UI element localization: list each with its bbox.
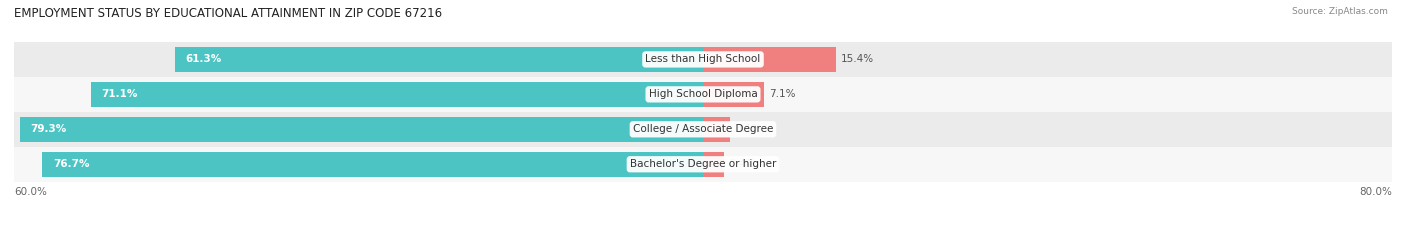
Text: 60.0%: 60.0% bbox=[14, 187, 46, 197]
Bar bbox=[20, 117, 703, 142]
Bar bbox=[176, 47, 703, 72]
Text: Less than High School: Less than High School bbox=[645, 55, 761, 64]
Text: 76.7%: 76.7% bbox=[53, 159, 90, 169]
Text: College / Associate Degree: College / Associate Degree bbox=[633, 124, 773, 134]
Bar bbox=[14, 112, 1392, 147]
Text: 71.1%: 71.1% bbox=[101, 89, 138, 99]
Text: 79.3%: 79.3% bbox=[31, 124, 66, 134]
Bar bbox=[703, 117, 730, 142]
Text: 3.1%: 3.1% bbox=[735, 124, 762, 134]
Bar bbox=[703, 47, 835, 72]
Text: EMPLOYMENT STATUS BY EDUCATIONAL ATTAINMENT IN ZIP CODE 67216: EMPLOYMENT STATUS BY EDUCATIONAL ATTAINM… bbox=[14, 7, 441, 20]
Bar bbox=[42, 152, 703, 177]
Bar bbox=[703, 152, 724, 177]
Bar bbox=[14, 42, 1392, 77]
Text: 61.3%: 61.3% bbox=[186, 55, 222, 64]
Text: 15.4%: 15.4% bbox=[841, 55, 875, 64]
Bar bbox=[14, 147, 1392, 182]
Text: 2.4%: 2.4% bbox=[728, 159, 755, 169]
Bar bbox=[91, 82, 703, 107]
Text: High School Diploma: High School Diploma bbox=[648, 89, 758, 99]
Text: Source: ZipAtlas.com: Source: ZipAtlas.com bbox=[1292, 7, 1388, 16]
Text: 7.1%: 7.1% bbox=[769, 89, 796, 99]
Text: 80.0%: 80.0% bbox=[1360, 187, 1392, 197]
Bar bbox=[14, 77, 1392, 112]
Bar bbox=[703, 82, 763, 107]
Text: Bachelor's Degree or higher: Bachelor's Degree or higher bbox=[630, 159, 776, 169]
